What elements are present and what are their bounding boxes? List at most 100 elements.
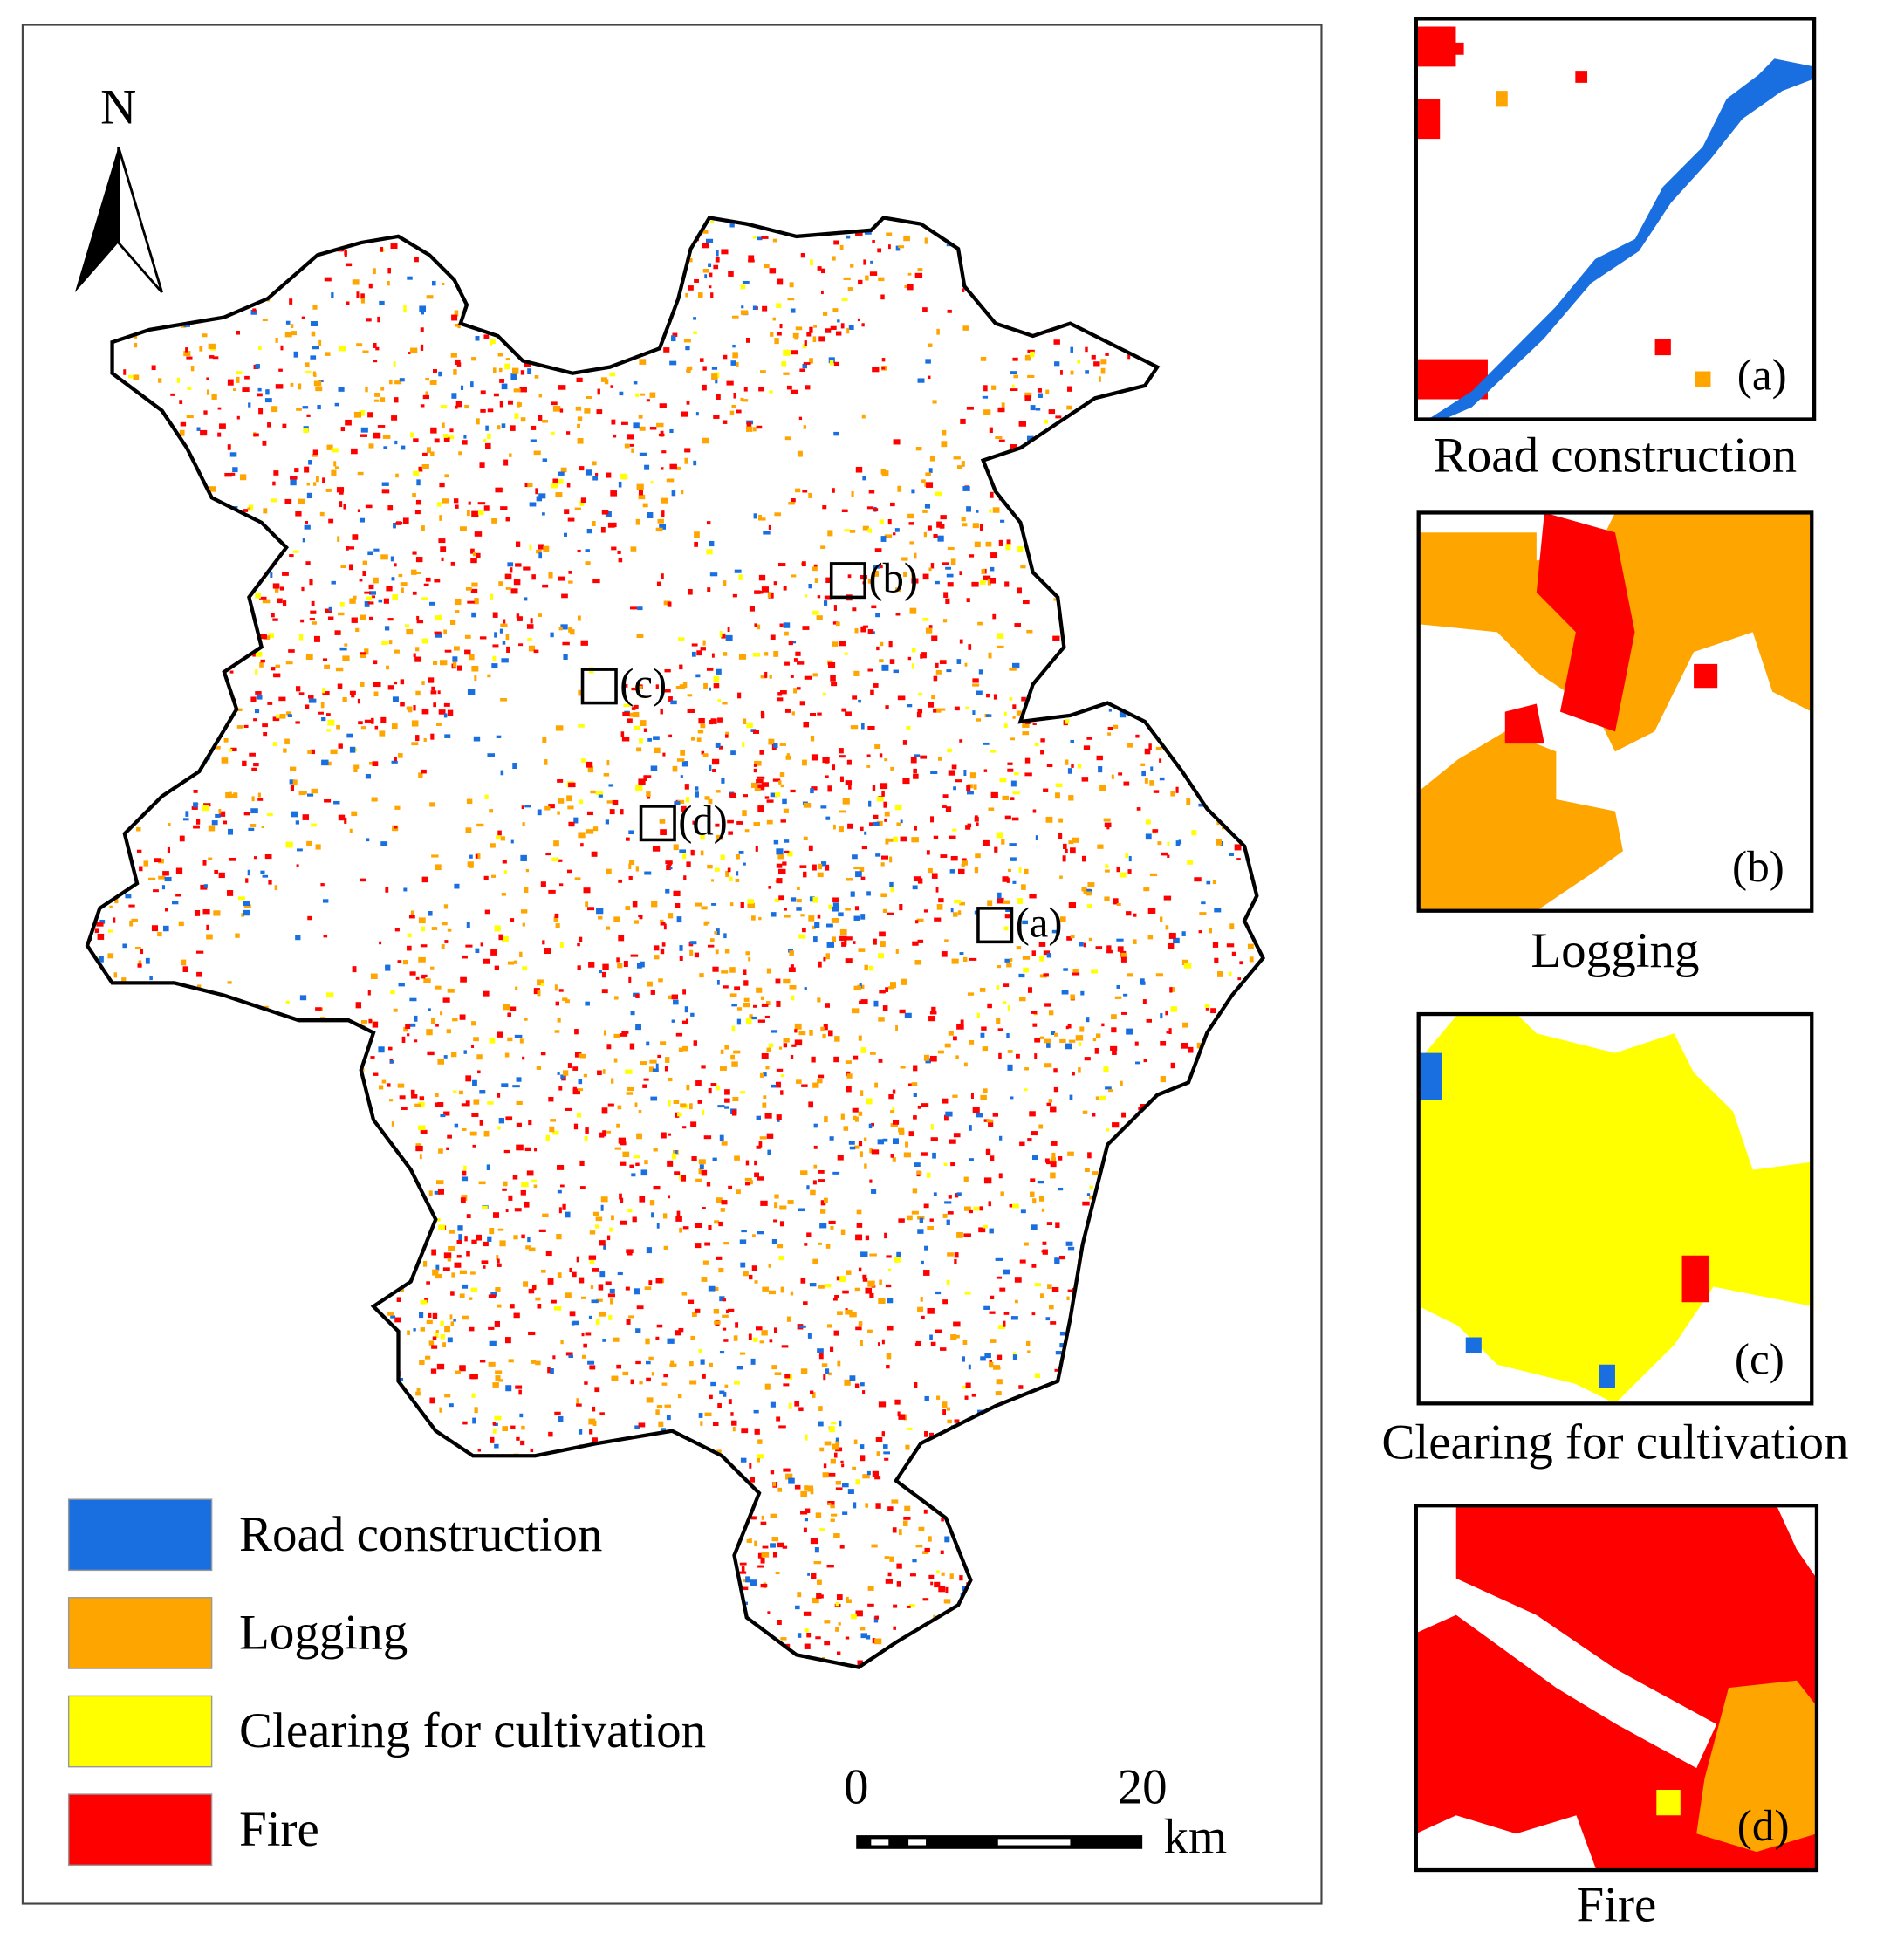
pixel (421, 463, 429, 469)
pixel (446, 1029, 451, 1034)
pixel (466, 798, 473, 805)
pixel (1050, 1106, 1057, 1113)
pixel (818, 1285, 825, 1289)
pixel (810, 1390, 814, 1394)
pixel (793, 658, 798, 662)
pixel (306, 492, 312, 499)
pixel (1012, 880, 1017, 884)
pixel (898, 245, 905, 249)
pixel (853, 866, 861, 870)
pixel (121, 977, 127, 983)
pixel (292, 550, 299, 553)
pixel (772, 317, 776, 321)
pixel (440, 1320, 444, 1326)
pixel (736, 1018, 742, 1025)
pixel (592, 476, 599, 481)
pixel (428, 1190, 433, 1196)
pixel (371, 797, 378, 802)
pixel (876, 1451, 880, 1456)
pixel (1015, 1299, 1018, 1304)
pixel (304, 704, 310, 709)
pixel (760, 675, 767, 679)
pixel (396, 1297, 401, 1302)
pixel (548, 889, 556, 894)
pixel (908, 1131, 914, 1137)
pixel (881, 855, 888, 860)
pixel (803, 802, 812, 808)
pixel (881, 1339, 885, 1345)
pixel (783, 1383, 790, 1387)
pixel (724, 949, 730, 954)
pixel (675, 466, 681, 470)
pixel (390, 556, 394, 562)
pixel (762, 305, 768, 312)
pixel (928, 1536, 932, 1542)
pixel (452, 1090, 457, 1093)
pixel (1145, 819, 1151, 825)
pixel (523, 566, 531, 571)
pixel (756, 1326, 763, 1331)
pixel (760, 1521, 767, 1525)
pixel (435, 1330, 439, 1333)
pixel (894, 587, 901, 593)
pixel (139, 866, 143, 872)
pixel (748, 957, 751, 962)
pixel (627, 718, 633, 723)
pixel (818, 1406, 823, 1412)
pixel (731, 1109, 737, 1116)
pixel (981, 569, 985, 574)
pixel (290, 479, 297, 486)
pixel (421, 681, 425, 685)
pixel (1196, 1042, 1202, 1049)
pixel (701, 1277, 708, 1282)
pixel (211, 394, 217, 400)
pixel (488, 1294, 497, 1298)
pixel (284, 738, 290, 744)
pixel (770, 1543, 776, 1548)
pixel (754, 590, 761, 594)
pixel (911, 489, 915, 494)
pixel (743, 794, 749, 798)
pixel (709, 687, 711, 691)
pixel (959, 571, 962, 576)
pixel (1059, 875, 1063, 879)
pixel (901, 978, 907, 985)
pixel (706, 549, 713, 555)
pixel (158, 378, 162, 383)
pixel (634, 1288, 640, 1295)
pixel (503, 870, 507, 874)
pixel (611, 1215, 614, 1221)
pixel (558, 627, 563, 631)
pixel (1133, 913, 1137, 917)
pixel (1205, 1006, 1209, 1011)
pixel (137, 963, 142, 968)
pixel (752, 236, 757, 239)
pixel (843, 1126, 849, 1131)
pixel (711, 758, 720, 765)
pixel (709, 540, 715, 547)
pixel (618, 879, 623, 883)
pixel (935, 669, 942, 675)
pixel (1181, 1042, 1188, 1049)
pixel (547, 1367, 551, 1374)
pixel (817, 914, 821, 919)
pixel (890, 887, 894, 893)
pixel (1070, 847, 1076, 854)
pixel (1043, 950, 1051, 956)
pixel (1159, 758, 1162, 763)
pixel (588, 1315, 592, 1319)
pixel (999, 1135, 1003, 1141)
pixel (229, 452, 237, 457)
pixel (1023, 967, 1029, 973)
pixel (997, 1028, 1004, 1031)
pixel (1111, 1014, 1117, 1020)
pixel (639, 915, 643, 920)
pixel (422, 452, 428, 456)
pixel (771, 1365, 777, 1370)
pixel (282, 600, 287, 606)
pixel (1065, 1043, 1072, 1050)
pixel (829, 1136, 834, 1141)
pixel (746, 421, 752, 428)
pixel (362, 560, 368, 565)
pixel (753, 764, 757, 767)
